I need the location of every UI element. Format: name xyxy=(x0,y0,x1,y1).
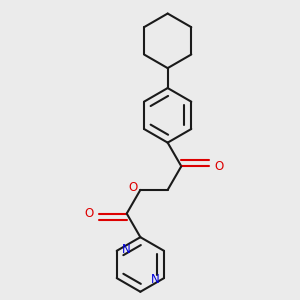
Text: O: O xyxy=(128,182,137,194)
Text: N: N xyxy=(150,273,159,286)
Text: N: N xyxy=(122,243,130,256)
Text: O: O xyxy=(84,207,94,220)
Text: O: O xyxy=(214,160,224,173)
